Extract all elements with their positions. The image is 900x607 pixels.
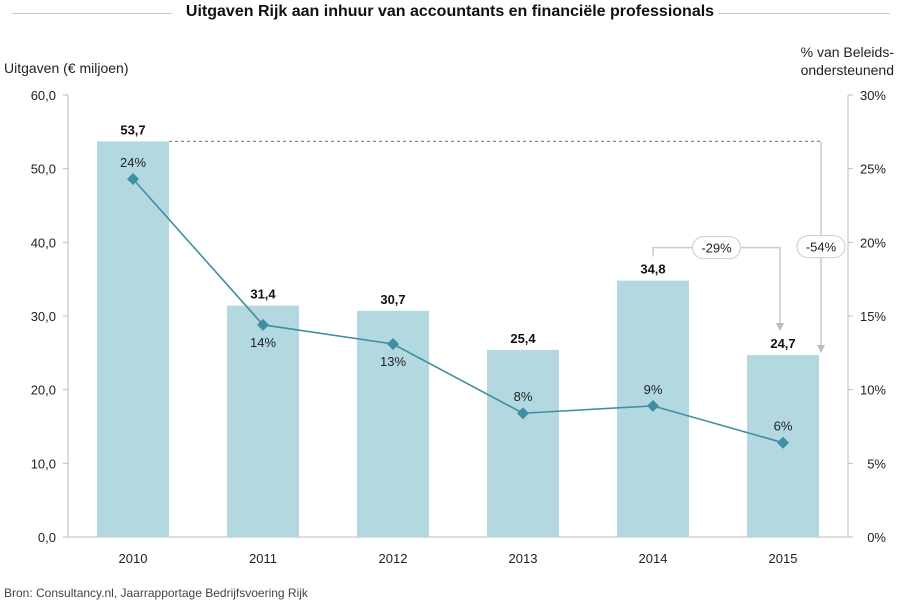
bar-value-label: 25,4 — [510, 331, 536, 346]
line-point — [777, 436, 789, 449]
y-tick-label-left: 20,0 — [31, 383, 56, 398]
title-rule-right — [718, 13, 890, 14]
y-tick-label-right: 15% — [860, 309, 886, 324]
y-tick-label-right: 5% — [867, 456, 886, 471]
line-point-label: 8% — [514, 389, 533, 404]
y-tick-label-left: 50,0 — [31, 162, 56, 177]
bar-value-label: 34,8 — [640, 262, 665, 277]
chart-title: Uitgaven Rijk aan inhuur van accountants… — [185, 3, 715, 20]
y-tick-label-right: 30% — [860, 88, 886, 103]
bar-value-label: 24,7 — [770, 336, 795, 351]
callout-29-bubble — [692, 236, 741, 260]
bar — [227, 305, 299, 537]
y-tick-label-left: 0,0 — [38, 530, 56, 545]
line-point-label: 6% — [774, 419, 793, 434]
arrow-54-head — [817, 345, 825, 354]
y-tick-label-right: 10% — [860, 383, 886, 398]
y-tick-label-left: 30,0 — [31, 309, 56, 324]
bar-value-label: 31,4 — [250, 287, 276, 302]
line-point — [257, 318, 269, 331]
y-tick-label-right: 25% — [860, 162, 886, 177]
y-axis-right-label: % van Beleids- ondersteunend — [800, 44, 894, 78]
line-point-label: 13% — [380, 354, 406, 369]
line-point — [387, 337, 399, 350]
line-point-label: 14% — [250, 335, 276, 350]
x-tick-label: 2011 — [249, 551, 277, 566]
y-tick-label-right: 20% — [860, 235, 886, 250]
y-tick-label-left: 60,0 — [31, 88, 56, 103]
source-note: Bron: Consultancy.nl, Jaarrapportage Bed… — [4, 586, 308, 600]
arrow-29-head — [776, 323, 784, 332]
bar-value-label: 30,7 — [380, 292, 405, 307]
x-tick-label: 2012 — [379, 551, 408, 566]
bar — [97, 141, 169, 537]
x-tick-label: 2010 — [119, 551, 148, 566]
line-point — [517, 407, 529, 420]
y-tick-label-left: 10,0 — [31, 456, 56, 471]
line-series — [132, 178, 784, 444]
callout-54-label: -54% — [806, 240, 837, 255]
x-tick-label: 2014 — [639, 551, 668, 566]
y-tick-label-right: 0% — [867, 530, 886, 545]
callout-54-bubble — [796, 235, 846, 259]
x-tick-label: 2013 — [509, 551, 538, 566]
line-point-label: 24% — [120, 155, 146, 170]
line-point-label: 9% — [644, 382, 663, 397]
line-point — [647, 399, 659, 412]
bar — [487, 349, 559, 537]
y-tick-label-left: 40,0 — [31, 235, 56, 250]
title-rule-left — [12, 13, 172, 14]
callout-29-label: -29% — [701, 241, 732, 256]
x-tick-label: 2015 — [769, 551, 798, 566]
y-axis-left-label: Uitgaven (€ miljoen) — [4, 60, 129, 76]
bar-value-label: 53,7 — [120, 122, 145, 137]
line-point — [127, 172, 139, 185]
